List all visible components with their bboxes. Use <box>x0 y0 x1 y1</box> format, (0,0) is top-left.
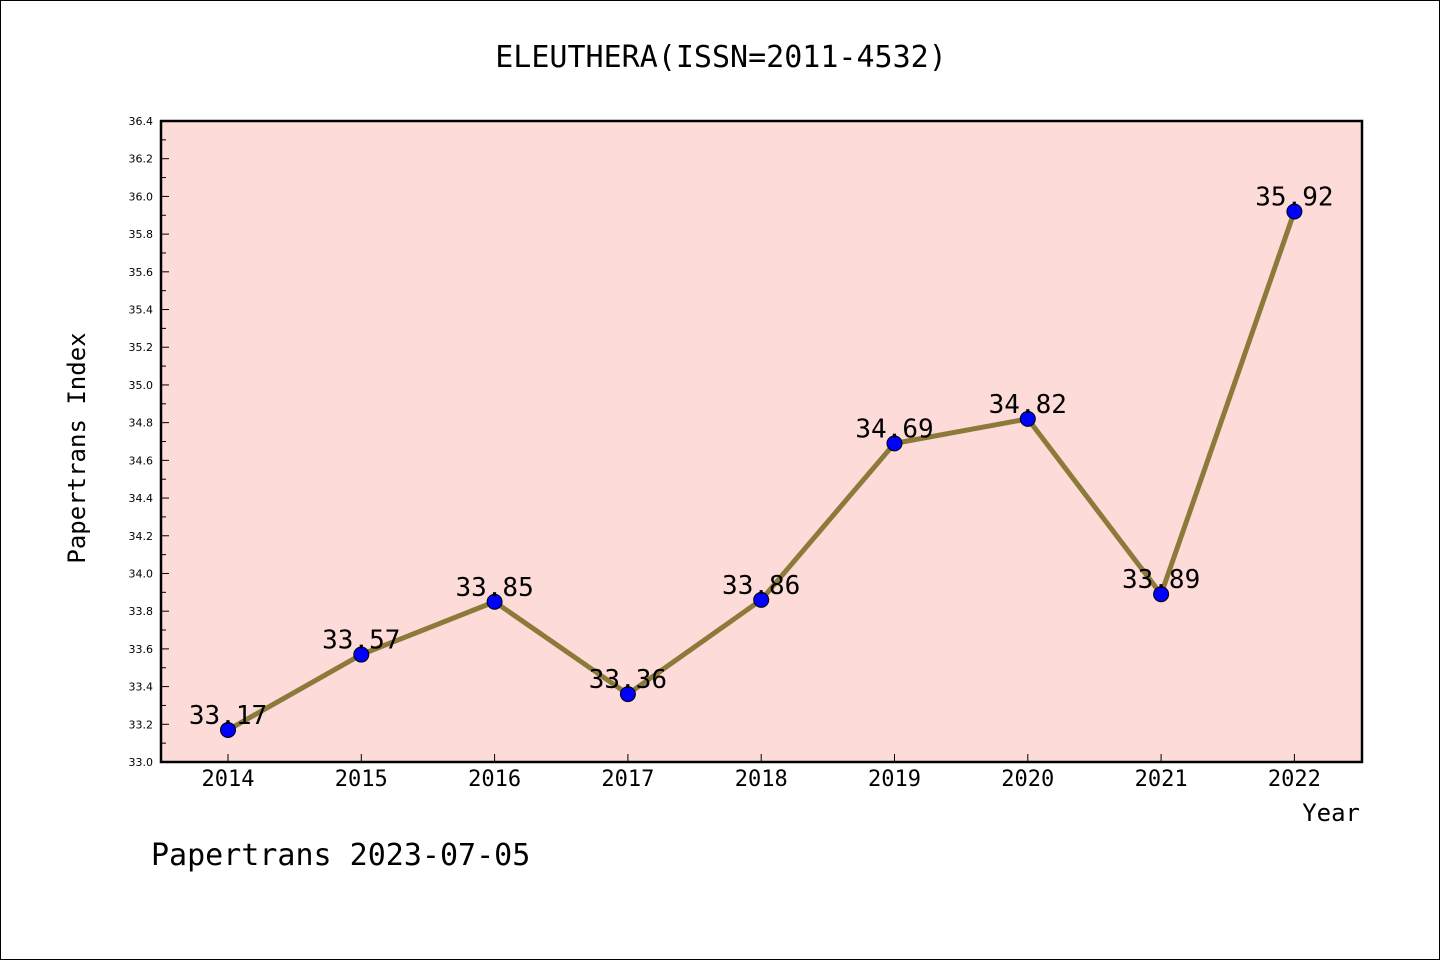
x-tick-label: 2017 <box>601 767 654 792</box>
x-tick-label: 2014 <box>202 767 255 792</box>
series-layer <box>220 203 1303 738</box>
data-point <box>220 721 236 738</box>
y-tick-label: 35.6 <box>129 266 154 279</box>
y-tick-label: 35.0 <box>129 379 154 392</box>
x-tick-label: 2022 <box>1268 767 1321 792</box>
y-tick-label: 34.0 <box>129 567 154 580</box>
data-value-label: 33.36 <box>589 665 667 695</box>
y-tick-label: 35.2 <box>129 341 154 354</box>
data-point <box>1286 203 1303 220</box>
x-tick-label: 2020 <box>1001 767 1054 792</box>
data-labels: 33.17 33.57 33.85 33.36 33.86 34.69 34.82 33.89… <box>189 182 1334 730</box>
x-axis-ticks: 2014 2015 2016 2017 2018 2019 2020 2021 2022 <box>202 754 1321 792</box>
data-value-label: 33.85 <box>455 573 533 603</box>
data-point <box>619 686 636 703</box>
y-tick-label: 33.6 <box>129 643 154 656</box>
y-tick-label: 33.0 <box>129 756 154 769</box>
y-tick-label: 35.8 <box>129 228 154 241</box>
y-axis-ticks: 33.0 33.2 33.4 33.6 33.8 34.0 34.2 34.4 34.6 34.8… <box>129 115 169 769</box>
y-axis-label: Papertrans Index <box>63 332 91 563</box>
y-tick-label: 34.2 <box>129 530 154 543</box>
data-value-label: 33.17 <box>189 701 267 731</box>
y-tick-label: 36.4 <box>129 115 154 128</box>
x-tick-label: 2016 <box>468 767 521 792</box>
data-point <box>1153 586 1170 603</box>
x-tick-label: 2021 <box>1135 767 1188 792</box>
data-point <box>753 591 770 608</box>
y-tick-label: 34.8 <box>129 417 154 430</box>
y-tick-label: 36.0 <box>129 190 154 203</box>
footer-date: Papertrans 2023-07-05 <box>151 838 530 873</box>
y-tick-label: 36.2 <box>129 153 154 166</box>
data-point <box>486 593 503 610</box>
chart-title: ELEUTHERA(ISSN=2011-4532) <box>495 40 947 75</box>
data-value-label: 34.82 <box>989 390 1067 420</box>
data-value-label: 33.57 <box>322 626 400 656</box>
data-value-label: 34.69 <box>855 414 933 444</box>
x-tick-label: 2015 <box>335 767 388 792</box>
y-tick-label: 35.4 <box>129 304 154 317</box>
y-tick-label: 34.6 <box>129 454 154 467</box>
y-tick-label: 33.4 <box>129 681 154 694</box>
data-value-label: 33.89 <box>1122 565 1200 595</box>
x-axis-label: Year <box>1302 799 1360 827</box>
x-tick-label: 2019 <box>868 767 921 792</box>
data-value-label: 35.92 <box>1255 182 1333 212</box>
plot-border <box>159 119 1364 764</box>
data-point <box>1019 410 1036 427</box>
y-tick-label: 33.2 <box>129 718 154 731</box>
data-value-label: 33.86 <box>722 571 800 601</box>
data-point <box>353 646 370 663</box>
y-tick-label: 33.8 <box>129 605 154 618</box>
data-point <box>886 435 903 452</box>
y-tick-label: 34.4 <box>129 492 154 505</box>
x-tick-label: 2018 <box>735 767 788 792</box>
